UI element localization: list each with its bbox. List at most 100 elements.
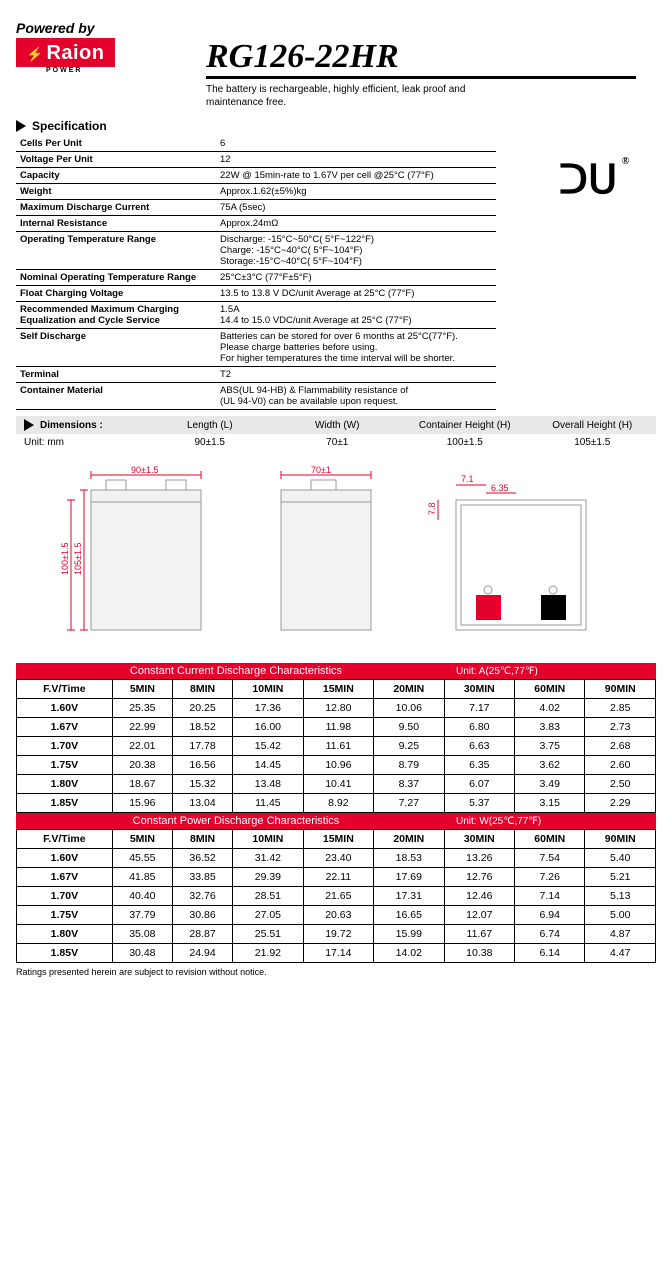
- spec-key: Float Charging Voltage: [16, 286, 216, 302]
- table-cell: 36.52: [172, 849, 232, 868]
- table-cell: 15.96: [112, 794, 172, 813]
- table-cell: 8.92: [303, 794, 373, 813]
- table-header: 10MIN: [233, 680, 303, 699]
- table-header: 20MIN: [374, 680, 444, 699]
- spec-value: ABS(UL 94-HB) & Flammability resistance …: [216, 383, 496, 410]
- table-cell: 12.07: [444, 906, 514, 925]
- triangle-icon: [24, 419, 34, 431]
- table-cell: 5.13: [585, 887, 656, 906]
- dim-col-oheight: Overall Height (H): [529, 417, 657, 434]
- power-discharge-title: Constant Power Discharge Characteristics…: [16, 813, 656, 829]
- table-cell: 35.08: [112, 925, 172, 944]
- dim-val-oheight: 105±1.5: [529, 434, 657, 451]
- table-cell: 4.02: [515, 699, 585, 718]
- table-cell: 5.37: [444, 794, 514, 813]
- table-rowhead: 1.60V: [17, 849, 113, 868]
- table-cell: 16.00: [233, 718, 303, 737]
- table-cell: 9.50: [374, 718, 444, 737]
- table-cell: 6.35: [444, 756, 514, 775]
- table-cell: 17.31: [374, 887, 444, 906]
- table-cell: 7.27: [374, 794, 444, 813]
- table-cell: 7.26: [515, 868, 585, 887]
- table-cell: 9.25: [374, 737, 444, 756]
- triangle-icon: [16, 120, 26, 132]
- table-cell: 12.76: [444, 868, 514, 887]
- table-cell: 14.02: [374, 944, 444, 963]
- table-header: 30MIN: [444, 830, 514, 849]
- svg-text:105±1.5: 105±1.5: [73, 543, 83, 575]
- table-header: 5MIN: [112, 680, 172, 699]
- table-cell: 17.14: [303, 944, 373, 963]
- svg-text:70±1: 70±1: [311, 465, 331, 475]
- spec-value: 75A (5sec): [216, 200, 496, 216]
- table-cell: 3.75: [515, 737, 585, 756]
- table-header: 10MIN: [233, 830, 303, 849]
- table-cell: 30.48: [112, 944, 172, 963]
- table-cell: 18.53: [374, 849, 444, 868]
- table-rowhead: 1.80V: [17, 925, 113, 944]
- table-cell: 3.83: [515, 718, 585, 737]
- svg-text:7.8: 7.8: [427, 502, 437, 515]
- spec-key: Operating Temperature Range: [16, 232, 216, 270]
- dimensions-unit: Unit: mm: [16, 434, 146, 451]
- dim-col-length: Length (L): [146, 417, 274, 434]
- table-rowhead: 1.60V: [17, 699, 113, 718]
- spec-key: Container Material: [16, 383, 216, 410]
- table-cell: 25.51: [233, 925, 303, 944]
- table-cell: 20.38: [112, 756, 172, 775]
- table-rowhead: 1.75V: [17, 756, 113, 775]
- table-cell: 40.40: [112, 887, 172, 906]
- table-header: F.V/Time: [17, 830, 113, 849]
- table-cell: 25.35: [112, 699, 172, 718]
- specification-heading: Specification: [32, 119, 107, 133]
- table-cell: 22.99: [112, 718, 172, 737]
- table-cell: 6.07: [444, 775, 514, 794]
- dim-val-cheight: 100±1.5: [401, 434, 529, 451]
- table-cell: 6.80: [444, 718, 514, 737]
- table-cell: 2.50: [585, 775, 656, 794]
- powered-by-label: Powered by: [16, 20, 656, 36]
- svg-text:100±1.5: 100±1.5: [60, 543, 70, 575]
- table-header: 90MIN: [585, 830, 656, 849]
- table-cell: 6.94: [515, 906, 585, 925]
- spec-value: 12: [216, 152, 496, 168]
- dim-val-length: 90±1.5: [146, 434, 274, 451]
- table-cell: 23.40: [303, 849, 373, 868]
- table-cell: 17.36: [233, 699, 303, 718]
- table-cell: 21.92: [233, 944, 303, 963]
- table-cell: 6.74: [515, 925, 585, 944]
- table-cell: 2.29: [585, 794, 656, 813]
- table-cell: 12.80: [303, 699, 373, 718]
- table-cell: 19.72: [303, 925, 373, 944]
- table-header: 8MIN: [172, 830, 232, 849]
- table-cell: 33.85: [172, 868, 232, 887]
- table-cell: 31.42: [233, 849, 303, 868]
- table-rowhead: 1.67V: [17, 868, 113, 887]
- table-cell: 28.87: [172, 925, 232, 944]
- table-cell: 29.39: [233, 868, 303, 887]
- table-cell: 10.41: [303, 775, 373, 794]
- model-description: The battery is rechargeable, highly effi…: [206, 83, 506, 109]
- table-header: 30MIN: [444, 680, 514, 699]
- spec-value: 25°C±3°C (77°F±5°F): [216, 270, 496, 286]
- table-cell: 2.73: [585, 718, 656, 737]
- brand-logo: ⚡ Raion POWER: [16, 38, 186, 74]
- table-cell: 3.49: [515, 775, 585, 794]
- table-rowhead: 1.80V: [17, 775, 113, 794]
- spec-value: Batteries can be stored for over 6 month…: [216, 329, 496, 367]
- table-rowhead: 1.67V: [17, 718, 113, 737]
- table-cell: 6.14: [515, 944, 585, 963]
- table-header: 15MIN: [303, 680, 373, 699]
- table-cell: 4.87: [585, 925, 656, 944]
- specification-table: Cells Per Unit6Voltage Per Unit12Capacit…: [16, 136, 496, 410]
- table-cell: 15.32: [172, 775, 232, 794]
- table-cell: 37.79: [112, 906, 172, 925]
- spec-key: Maximum Discharge Current: [16, 200, 216, 216]
- table-cell: 13.48: [233, 775, 303, 794]
- spec-key: Weight: [16, 184, 216, 200]
- brand-name: Raion: [46, 42, 104, 65]
- table-cell: 5.40: [585, 849, 656, 868]
- table-cell: 10.06: [374, 699, 444, 718]
- table-cell: 45.55: [112, 849, 172, 868]
- table-cell: 10.96: [303, 756, 373, 775]
